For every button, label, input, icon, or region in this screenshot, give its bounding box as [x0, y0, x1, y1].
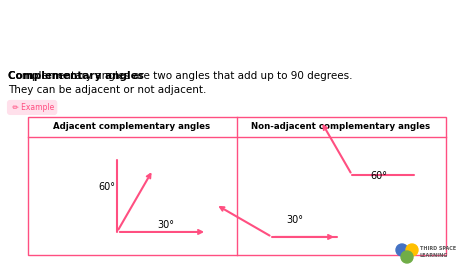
Circle shape — [401, 251, 413, 263]
Bar — [28, 117, 446, 255]
Circle shape — [396, 244, 408, 256]
Text: ✏ Example: ✏ Example — [10, 103, 54, 112]
Text: THIRD SPACE: THIRD SPACE — [420, 246, 456, 251]
Text: Complementary Angles: Complementary Angles — [12, 19, 321, 43]
Text: Non-adjacent complementary angles: Non-adjacent complementary angles — [251, 122, 430, 132]
Circle shape — [406, 244, 418, 256]
Text: Adjacent complementary angles: Adjacent complementary angles — [54, 122, 210, 132]
Text: 30°: 30° — [286, 215, 303, 225]
Text: 60°: 60° — [98, 182, 115, 192]
Text: 60°: 60° — [370, 171, 387, 181]
Text: LEARNING: LEARNING — [420, 253, 448, 258]
Text: Complementary angles: Complementary angles — [8, 71, 144, 81]
Text: Complementary angles are two angles that add up to 90 degrees.: Complementary angles are two angles that… — [8, 71, 353, 81]
Text: 30°: 30° — [157, 220, 174, 230]
Text: They can be adjacent or not adjacent.: They can be adjacent or not adjacent. — [8, 85, 206, 95]
